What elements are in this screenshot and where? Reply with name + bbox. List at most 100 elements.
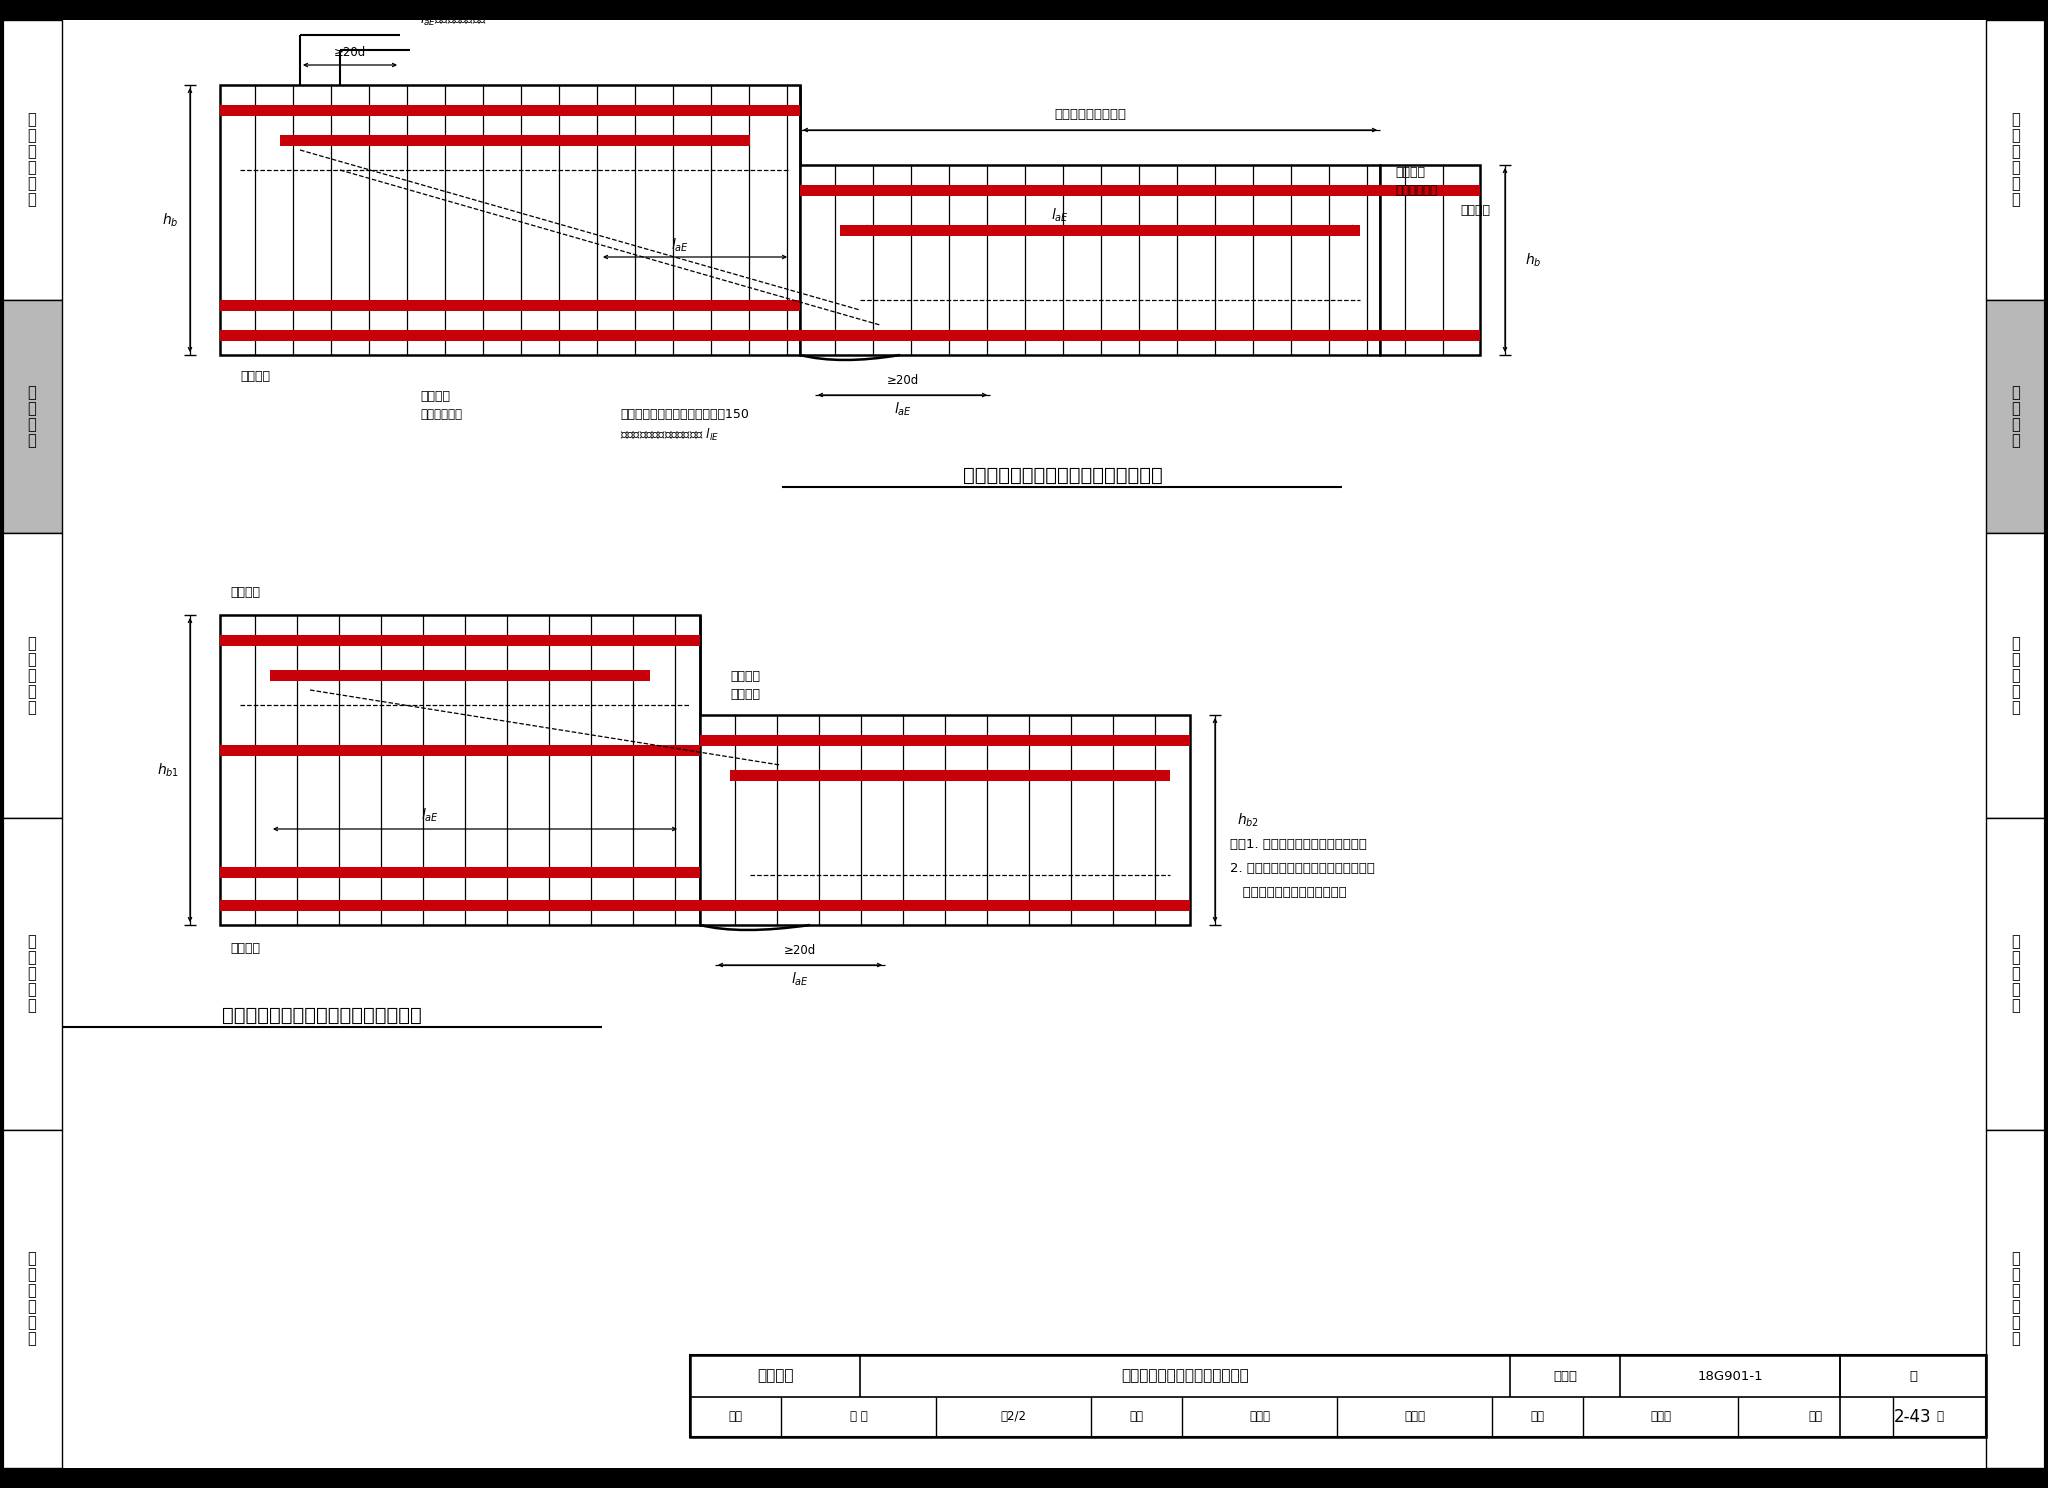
Text: 板: 板 [2011,966,2021,982]
Bar [2,533,61,818]
Bar [1987,533,2046,818]
Bar [690,1356,1987,1437]
Text: 梁上纵筋: 梁上纵筋 [1395,167,1425,180]
Text: 注：1. 括号内的数值用于非框架梁。: 注：1. 括号内的数值用于非框架梁。 [1231,839,1366,851]
Text: 一: 一 [27,113,37,128]
Text: 剪: 剪 [2011,635,2021,650]
Text: ≥20d: ≥20d [334,46,367,60]
Text: 变截面框架梁钢筋排布构造详图（二）: 变截面框架梁钢筋排布构造详图（二） [963,466,1163,485]
Bar [2,1129,61,1469]
Bar [1987,301,2046,533]
Text: 抗扭腰筋需满足搭接长度要求 $l_{lE}$: 抗扭腰筋需满足搭接长度要求 $l_{lE}$ [621,427,719,443]
Text: $h_b$: $h_b$ [1526,251,1542,269]
Bar [219,85,801,356]
Text: 分: 分 [2011,1332,2021,1347]
Text: 造: 造 [2011,161,2021,176]
Bar [219,301,801,311]
Bar [2,301,61,533]
Text: 分: 分 [27,998,37,1013]
Text: 部: 部 [27,684,37,699]
Text: 梁: 梁 [27,1268,37,1283]
Text: 变截面框架梁钢筋排布构造详图: 变截面框架梁钢筋排布构造详图 [1120,1369,1249,1384]
Text: 楼: 楼 [27,1283,37,1299]
Text: 分: 分 [27,433,37,448]
Bar [1987,1129,2046,1469]
Text: 变截面框架梁钢筋排布构造详图（三）: 变截面框架梁钢筋排布构造详图（三） [221,1006,422,1025]
Text: 盖: 盖 [27,1299,37,1314]
Text: 般: 般 [27,128,37,143]
Text: 分: 分 [27,699,37,714]
Text: 梁下箍筋: 梁下箍筋 [240,371,270,384]
Text: 图集号: 图集号 [1552,1369,1577,1382]
Text: 校对: 校对 [1130,1411,1143,1424]
Text: 框架部分: 框架部分 [758,1369,793,1384]
Text: 18G901-1: 18G901-1 [1698,1369,1763,1382]
Text: 腰筋与纵筋位于同一位置时搭接150: 腰筋与纵筋位于同一位置时搭接150 [621,409,750,421]
Bar [1380,165,1481,356]
Text: 要: 要 [27,177,37,192]
Text: 求: 求 [27,192,37,207]
Text: 梁上纵筋: 梁上纵筋 [229,586,260,600]
Bar [700,716,1190,926]
Text: 部: 部 [2011,1315,2021,1330]
Text: 通: 通 [27,951,37,966]
Text: $l_{aE}$: $l_{aE}$ [1051,207,1069,223]
Bar [219,635,700,646]
Text: $l_{aE}$且伸至梁顶后弯折: $l_{aE}$且伸至梁顶后弯折 [420,12,487,28]
Text: 2-43: 2-43 [1894,1408,1931,1426]
Text: $l_{aE}$: $l_{aE}$ [791,970,809,988]
Text: $h_{b1}$: $h_{b1}$ [158,762,178,778]
Text: 通: 通 [2011,951,2021,966]
Text: 梁上纵筋: 梁上纵筋 [729,689,760,701]
Text: 楼: 楼 [2011,1283,2021,1299]
Text: ≥20d: ≥20d [887,375,920,387]
Bar [0,1469,2048,1488]
Bar [281,135,750,146]
Bar [700,735,1190,745]
Text: 框: 框 [2011,385,2021,400]
Text: 设计: 设计 [1530,1411,1544,1424]
Bar [219,330,1481,341]
Text: 要: 要 [2011,177,2021,192]
Bar [690,1356,1987,1437]
Text: 造: 造 [27,161,37,176]
Bar [801,185,1481,196]
Text: 墙: 墙 [2011,668,2021,683]
Text: 盖: 盖 [2011,1299,2021,1314]
Bar [801,165,1380,356]
Text: 一: 一 [2011,113,2021,128]
Bar [219,745,700,756]
Bar [840,225,1360,237]
Text: 架: 架 [27,400,37,415]
Text: 般: 般 [2011,128,2021,143]
Text: ≥20d: ≥20d [784,945,815,957]
Text: 构: 构 [2011,144,2021,159]
Text: 刘 敏: 刘 敏 [850,1411,868,1424]
Text: 普: 普 [27,934,37,949]
Text: 梁下纵筋: 梁下纵筋 [229,942,260,955]
Text: 局部弯折搭接: 局部弯折搭接 [420,409,463,421]
Text: 部: 部 [2011,684,2021,699]
Bar [2,19,61,301]
Bar [2,818,61,1129]
Text: 页: 页 [1935,1411,1944,1424]
Text: 求: 求 [2011,192,2021,207]
Text: $h_{b2}$: $h_{b2}$ [1237,811,1260,829]
Text: 分: 分 [2011,699,2021,714]
Text: 力: 力 [27,652,37,667]
Text: $l_{aE}$: $l_{aE}$ [893,400,911,418]
Text: 范围尺寸由设计确定: 范围尺寸由设计确定 [1055,107,1126,121]
Text: $l_{aE}$: $l_{aE}$ [422,806,438,824]
Text: 分: 分 [2011,998,2021,1013]
Text: 2. 图中虚线纵筋表示钢筋平面外弯折，: 2. 图中虚线纵筋表示钢筋平面外弯折， [1231,863,1374,875]
Text: 墙: 墙 [27,668,37,683]
Text: 页: 页 [1909,1369,1917,1382]
Text: 梁下纵筋: 梁下纵筋 [420,390,451,403]
Text: 梁: 梁 [2011,1268,2021,1283]
Text: 无: 无 [2011,1251,2021,1266]
Text: 普: 普 [2011,934,2021,949]
Text: 审核: 审核 [729,1411,743,1424]
Bar [219,900,1190,911]
Bar [1987,818,2046,1129]
Text: 高志强: 高志强 [1249,1411,1270,1424]
